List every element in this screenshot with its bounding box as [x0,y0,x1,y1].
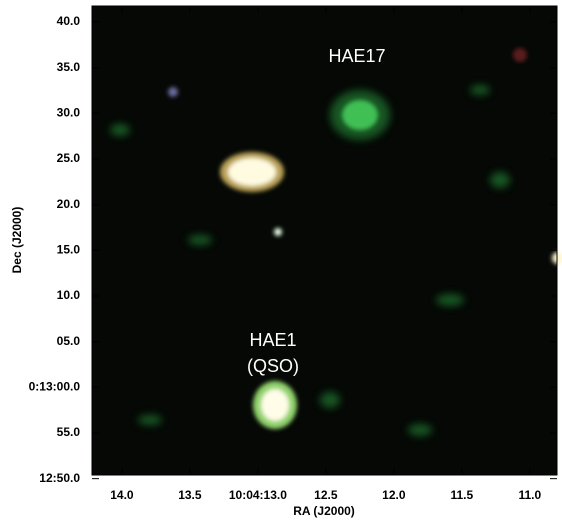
x-axis-label: RA (J2000) [293,504,355,518]
annotation: HAE1 [249,330,296,350]
x-tick-label: 11.5 [450,488,473,502]
sky-image [92,6,562,475]
y-tick-label: 35.0 [57,60,81,74]
y-tick-label: 25.0 [57,151,81,165]
figure: HAE17 HAE1 (QSO) RA (J2000) Dec (J2000) … [0,0,562,524]
annotation: (QSO) [247,356,299,376]
y-tick-label: 40.0 [57,14,81,28]
x-tick-label: 13.5 [178,488,202,502]
x-tick-label: 11.0 [518,488,541,502]
annotation: HAE17 [328,46,385,66]
y-tick-label: 0:13:00.0 [29,379,81,393]
x-tick-label: 12.5 [314,488,338,502]
y-tick-label: 20.0 [57,197,81,211]
y-tick-label: 12:50.0 [39,471,80,485]
y-axis-label: Dec (J2000) [10,207,24,274]
x-tick-label: 10:04:13.0 [229,488,287,502]
x-tick-label: 14.0 [110,488,134,502]
x-tick-label: 12.0 [382,488,406,502]
y-tick-label: 05.0 [57,334,81,348]
y-tick-label: 55.0 [57,425,81,439]
y-tick-label: 15.0 [57,242,81,256]
y-tick-label: 10.0 [57,288,81,302]
y-tick-label: 30.0 [57,105,81,119]
